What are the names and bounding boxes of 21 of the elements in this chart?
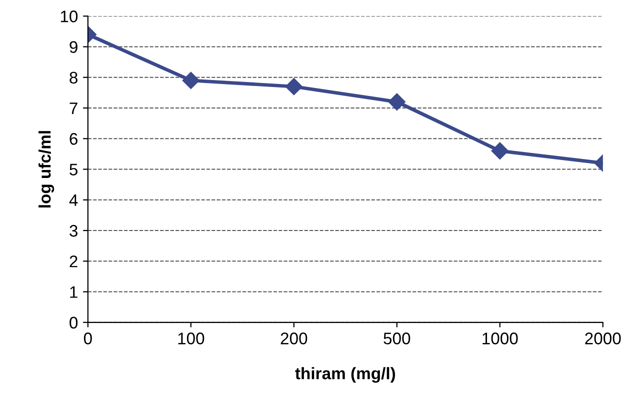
y-tick-label: 5 — [70, 164, 78, 176]
y-tick-label: 9 — [70, 41, 78, 53]
x-axis-title: thiram (mg/l) — [295, 367, 396, 383]
x-tick-label: 2000 — [585, 332, 621, 344]
y-axis-title: log ufc/ml — [38, 131, 54, 208]
y-tick-label: 1 — [70, 286, 78, 298]
y-tick-label: 2 — [70, 256, 78, 268]
y-tick-label: 3 — [70, 224, 78, 237]
y-tick-label: 7 — [70, 102, 78, 114]
y-tick-label: 4 — [69, 194, 78, 206]
x-tick-label: 500 — [384, 332, 410, 344]
x-tick-label: 0 — [84, 332, 92, 344]
x-tick-label: 200 — [280, 332, 308, 344]
y-tick-label: 6 — [70, 133, 78, 145]
x-tick-label: 1000 — [482, 332, 518, 344]
point — [388, 93, 406, 110]
point — [285, 78, 302, 96]
y-tick-label: 10 — [60, 10, 78, 22]
y-tick-label: 0 — [70, 316, 78, 329]
y-tick-label: 8 — [70, 72, 78, 84]
x-tick-label: 100 — [178, 332, 204, 344]
